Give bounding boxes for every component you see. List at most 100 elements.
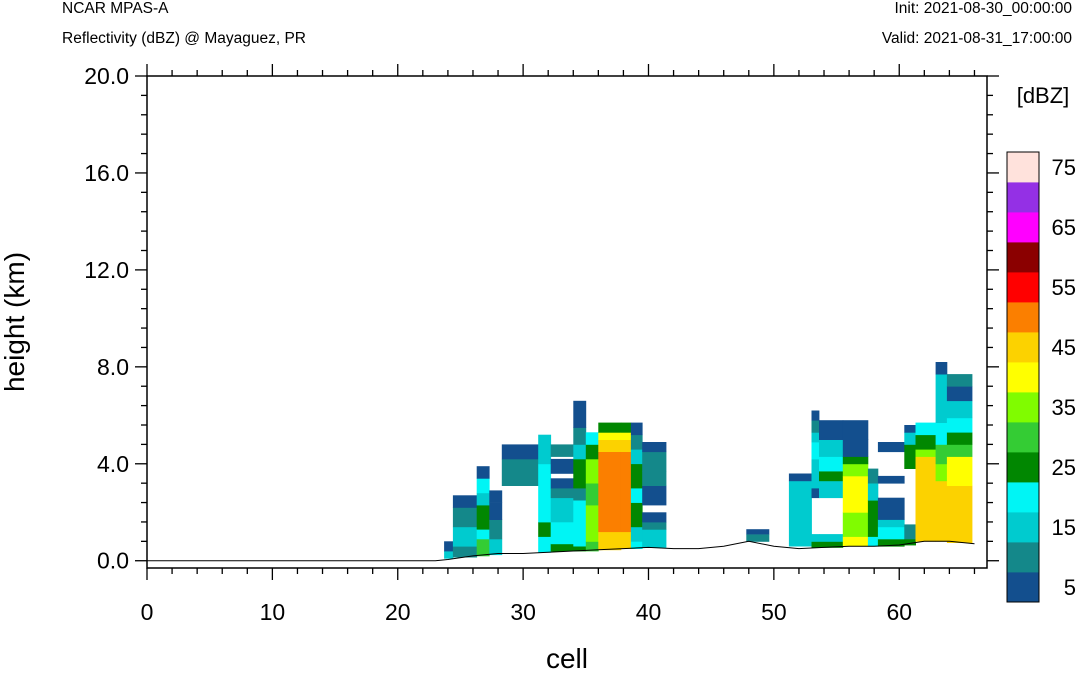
reflectivity-cell [842,439,869,457]
reflectivity-cell [452,495,478,508]
colorbar-swatch [1007,422,1039,453]
reflectivity-cell [585,458,599,484]
plot-cells [444,362,973,559]
reflectivity-cell [842,420,869,440]
reflectivity-cell [867,536,879,547]
reflectivity-cell [642,522,667,530]
colorbar-swatch [1007,212,1039,243]
y-tick-label: 16.0 [84,160,129,186]
reflectivity-cell [811,458,820,489]
reflectivity-cell [550,488,574,499]
reflectivity-cell [550,444,574,457]
reflectivity-cell [746,534,770,542]
reflectivity-cell [573,546,587,552]
reflectivity-cell [935,480,948,542]
colorbar-title: [dBZ] [1017,83,1070,108]
y-axis-ticks: 0.0 4.0 8.0 12.0 16.0 20.0 [84,63,999,574]
reflectivity-cell [811,420,820,433]
reflectivity-cell [642,512,667,523]
reflectivity-cell [746,529,770,535]
reflectivity-cell [538,536,552,553]
x-tick-label: 30 [510,599,536,625]
reflectivity-cell [444,541,454,552]
reflectivity-cell [788,480,812,547]
reflectivity-cell [819,541,844,548]
colorbar-swatch [1007,332,1039,363]
init-time: Init: 2021-08-30_00:00:00 [894,0,1072,17]
reflectivity-cell [819,420,844,440]
reflectivity-cell [935,362,948,375]
reflectivity-cell [946,374,973,387]
reflectivity-cell [946,456,973,486]
reflectivity-cell [630,488,643,503]
reflectivity-cell [585,444,599,460]
x-tick-label: 0 [141,599,154,625]
terrain-line [147,540,975,562]
reflectivity-cell [904,538,916,546]
reflectivity-cell [842,512,869,537]
reflectivity-cell [550,458,574,474]
reflectivity-cell [573,458,587,489]
reflectivity-cell [573,400,587,428]
colorbar-swatch [1007,242,1039,273]
plot-terrain [147,540,975,562]
reflectivity-cell [915,449,936,457]
reflectivity-cell [598,422,622,433]
reflectivity-cell [444,551,454,559]
reflectivity-cell [811,541,820,548]
x-tick-label: 40 [636,599,662,625]
x-tick-label: 20 [385,599,411,625]
reflectivity-cell [550,478,574,489]
reflectivity-cell [573,427,587,445]
reflectivity-cell [598,531,622,551]
colorbar-label: 45 [1052,335,1076,360]
reflectivity-cell [877,519,905,528]
reflectivity-cell [946,432,973,445]
colorbar-frame [1006,151,1040,603]
reflectivity-cell [585,432,599,445]
reflectivity-cell [452,526,478,547]
reflectivity-cell [476,529,490,540]
colorbar-label: 55 [1052,275,1076,300]
plot-frame [146,75,988,569]
reflectivity-cell [788,473,812,482]
colorbar-swatch [1007,512,1039,543]
reflectivity-cell [946,444,973,457]
reflectivity-cell [620,451,632,533]
reflectivity-cell [642,529,667,548]
y-tick-label: 20.0 [84,63,129,89]
colorbar-swatch [1007,272,1039,303]
reflectivity-cell [630,541,643,549]
colorbar: 5 15 25 35 45 55 65 75 [1006,151,1076,603]
reflectivity-cell [573,500,587,547]
reflectivity-cell [842,456,869,465]
reflectivity-cell [630,434,643,450]
reflectivity-cell [842,536,869,547]
colorbar-label: 35 [1052,395,1076,420]
reflectivity-cell [501,444,539,460]
reflectivity-cell [904,524,916,540]
colorbar-label: 5 [1064,575,1076,600]
colorbar-label: 65 [1052,215,1076,240]
reflectivity-cell [489,502,503,520]
reflectivity-cell [538,463,552,523]
x-axis-ticks: 0 10 20 30 40 50 60 [141,64,976,625]
y-tick-label: 4.0 [97,451,129,477]
reflectivity-cell [585,505,599,542]
y-tick-label: 8.0 [97,354,129,380]
x-axis-title: cell [546,643,588,674]
colorbar-swatch [1007,392,1039,423]
colorbar-label: 15 [1052,515,1076,540]
reflectivity-cell [946,400,973,419]
reflectivity-cell [538,522,552,537]
colorbar-swatch [1007,452,1039,483]
reflectivity-cell [915,422,936,436]
reflectivity-cell [935,463,948,482]
reflectivity-cell [819,456,844,472]
reflectivity-cell [598,432,622,440]
reflectivity-cell [630,463,643,489]
reflectivity-cell [476,478,490,494]
reflectivity-cell [946,386,973,402]
reflectivity-cell [877,526,905,540]
